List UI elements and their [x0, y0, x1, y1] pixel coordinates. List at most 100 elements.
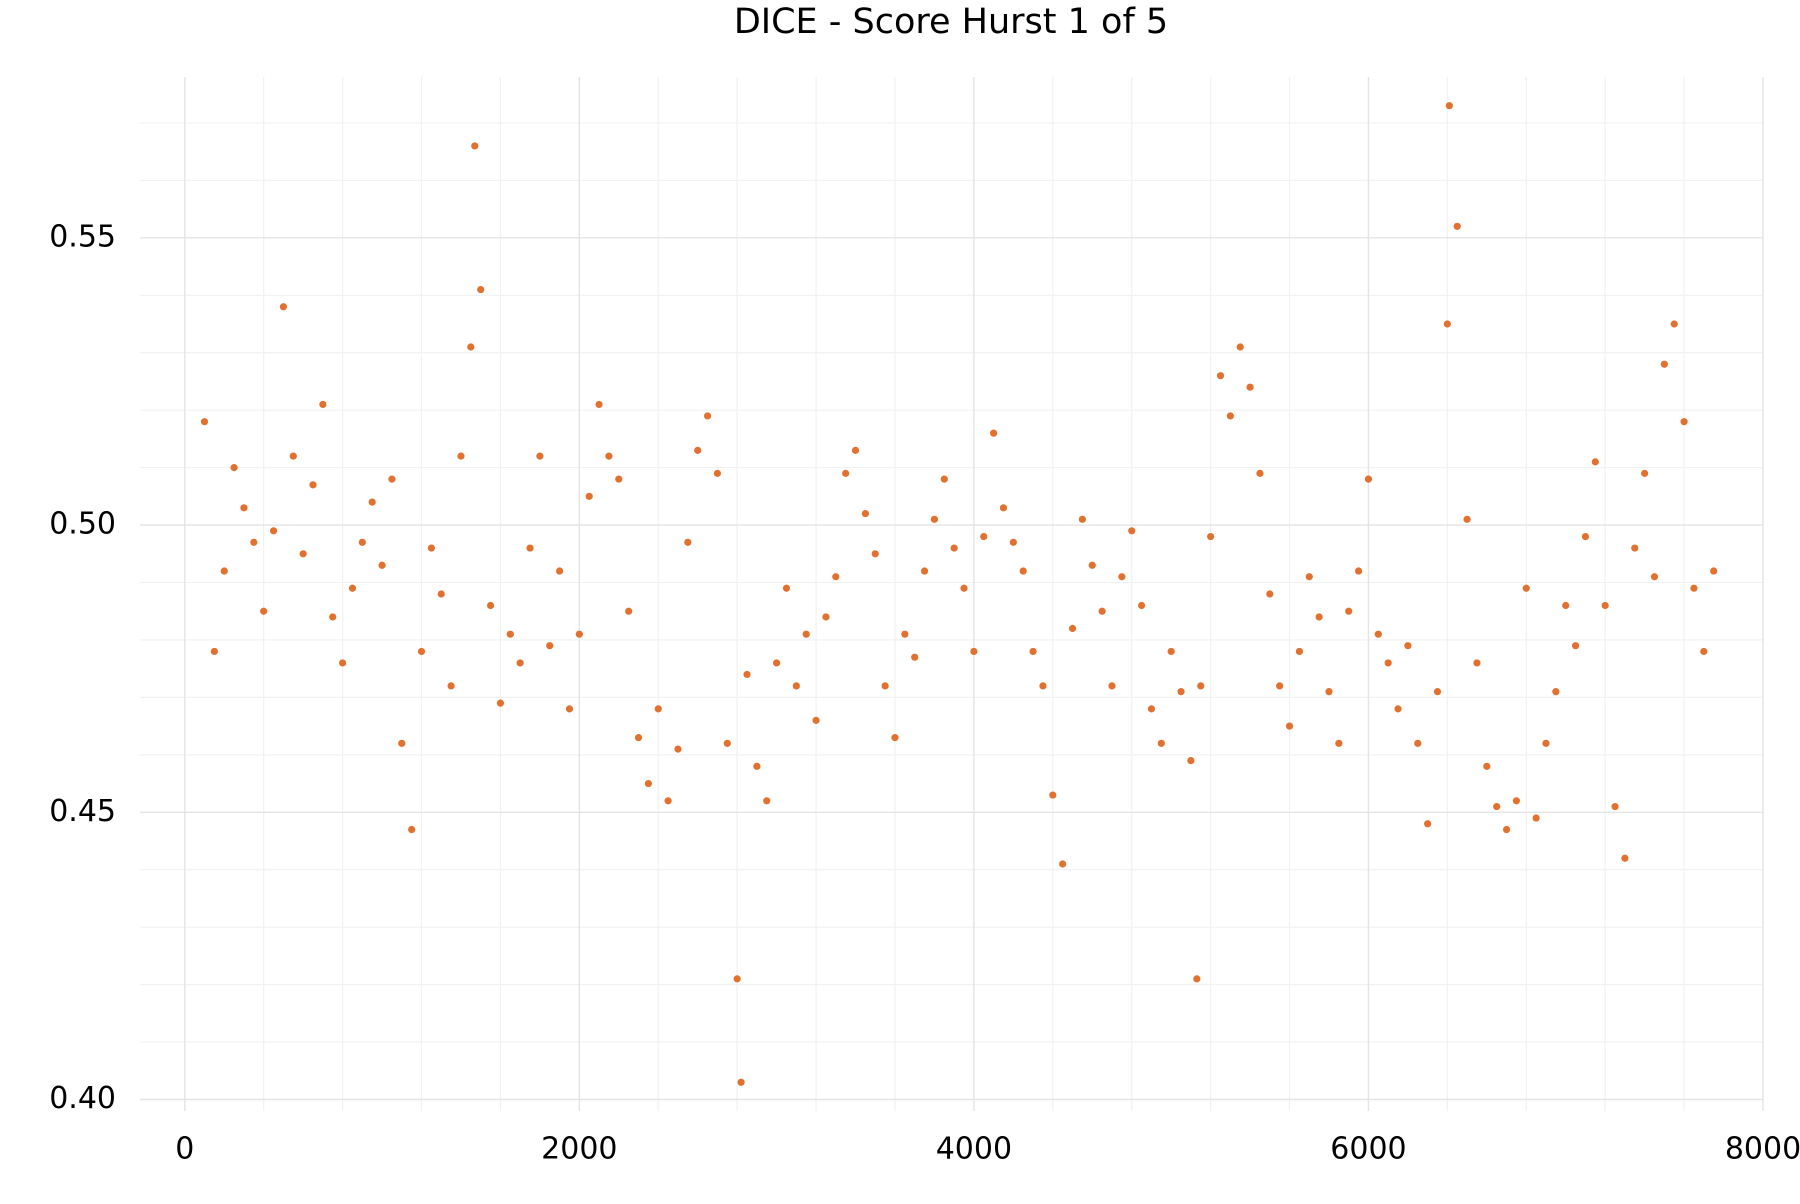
- data-point: [1493, 802, 1501, 811]
- data-point: [723, 739, 731, 747]
- data-point: [1512, 797, 1521, 805]
- chart-title: DICE - Score Hurst 1 of 5: [734, 2, 1168, 42]
- data-point: [388, 475, 396, 483]
- data-point: [763, 797, 771, 805]
- data-point: [1266, 590, 1274, 598]
- data-point: [901, 630, 909, 638]
- data-point: [634, 734, 643, 742]
- data-point: [792, 682, 800, 690]
- data-point: [832, 573, 840, 581]
- data-point: [842, 469, 850, 477]
- data-point: [1193, 975, 1201, 983]
- data-point: [802, 630, 810, 638]
- data-point: [299, 550, 307, 558]
- data-point: [1207, 532, 1215, 541]
- data-point: [471, 142, 479, 150]
- data-point: [1049, 791, 1057, 799]
- data-point: [348, 584, 357, 592]
- data-point: [1345, 607, 1353, 615]
- data-point: [1404, 642, 1412, 650]
- data-point: [1445, 102, 1453, 110]
- data-point: [881, 682, 889, 690]
- data-point: [279, 303, 288, 311]
- data-point: [920, 567, 929, 575]
- x-tick-label: 2000: [541, 1132, 617, 1167]
- data-point: [536, 452, 544, 460]
- data-point: [595, 400, 603, 409]
- data-point: [1443, 320, 1451, 328]
- x-tick-label: 0: [175, 1132, 194, 1167]
- data-point: [1374, 630, 1382, 638]
- data-point: [546, 642, 554, 650]
- data-point: [1591, 458, 1599, 466]
- data-point: [1305, 573, 1313, 581]
- data-point: [477, 285, 485, 294]
- data-point: [319, 400, 327, 409]
- data-point: [1177, 688, 1185, 696]
- data-point: [1325, 688, 1333, 696]
- data-point: [970, 647, 978, 656]
- data-point: [990, 429, 998, 437]
- data-point: [1700, 647, 1708, 656]
- data-point: [309, 481, 317, 489]
- data-point: [1522, 584, 1530, 592]
- data-point: [1256, 469, 1264, 477]
- data-point: [220, 567, 228, 575]
- data-point: [1621, 854, 1629, 862]
- data-point: [200, 418, 209, 426]
- x-tick-label: 4000: [936, 1132, 1012, 1167]
- data-point: [250, 538, 258, 546]
- data-point: [1187, 756, 1195, 765]
- x-tick-label: 6000: [1330, 1132, 1406, 1167]
- data-point: [230, 464, 238, 472]
- data-point: [1631, 544, 1639, 552]
- data-point: [1118, 573, 1126, 581]
- y-tick-label: 0.45: [49, 794, 116, 829]
- data-point: [457, 452, 465, 460]
- data-point: [437, 590, 445, 598]
- data-point: [861, 509, 869, 518]
- data-point: [1059, 860, 1067, 868]
- data-point: [1611, 802, 1619, 811]
- x-tick-label: 8000: [1725, 1132, 1800, 1167]
- data-point: [1216, 372, 1225, 380]
- data-point: [605, 452, 613, 460]
- data-point: [980, 532, 988, 541]
- data-point: [1601, 601, 1609, 610]
- data-point: [526, 544, 534, 552]
- data-point: [1641, 469, 1649, 477]
- data-point: [240, 504, 248, 512]
- data-point: [1315, 613, 1323, 621]
- data-point: [1660, 360, 1668, 368]
- data-point: [1394, 705, 1402, 713]
- data-point: [1147, 705, 1156, 713]
- data-point: [1473, 659, 1481, 667]
- data-point: [684, 538, 692, 546]
- data-point: [329, 613, 337, 621]
- data-point: [664, 797, 672, 805]
- data-point: [368, 498, 376, 506]
- data-point: [1670, 320, 1678, 328]
- data-point: [1571, 642, 1580, 650]
- data-point: [1167, 647, 1175, 656]
- data-point: [1532, 814, 1540, 822]
- data-point: [565, 705, 574, 713]
- data-point: [269, 527, 278, 535]
- data-point: [210, 647, 218, 656]
- data-point: [339, 659, 347, 667]
- data-point: [506, 630, 514, 638]
- data-point: [1197, 682, 1205, 690]
- data-point: [496, 699, 505, 707]
- data-point: [1384, 659, 1392, 667]
- data-point: [289, 452, 297, 460]
- data-point: [1463, 515, 1471, 523]
- data-point: [713, 469, 722, 477]
- data-point: [773, 659, 781, 667]
- data-point: [753, 762, 761, 770]
- data-point: [1285, 722, 1294, 730]
- data-point: [960, 584, 968, 592]
- data-point: [358, 538, 366, 546]
- data-point: [1019, 567, 1027, 575]
